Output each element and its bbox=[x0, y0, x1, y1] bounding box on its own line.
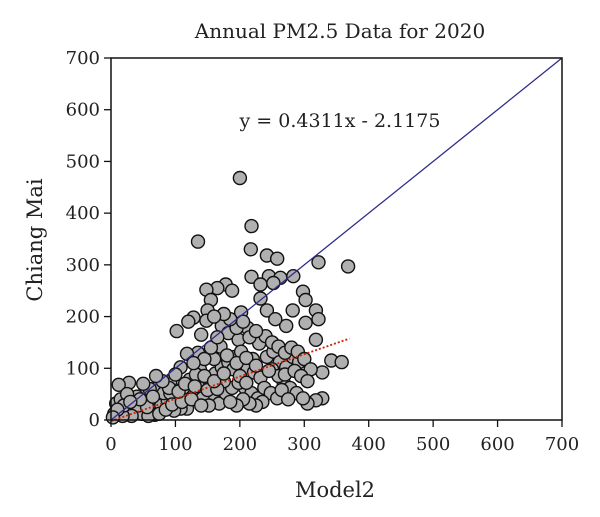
data-point bbox=[259, 303, 275, 318]
data-point bbox=[311, 255, 326, 270]
data-point bbox=[111, 377, 126, 392]
x-axis-label: Model2 bbox=[295, 478, 375, 502]
data-point bbox=[334, 354, 349, 370]
data-point bbox=[219, 348, 235, 363]
data-point bbox=[298, 292, 313, 308]
data-point bbox=[270, 251, 285, 266]
data-point bbox=[210, 330, 225, 345]
data-point bbox=[224, 283, 240, 298]
trendline-equation: y = 0.4311x - 2.1175 bbox=[239, 110, 441, 132]
y-tick-label: 400 bbox=[66, 203, 100, 224]
data-point bbox=[105, 410, 121, 425]
data-point bbox=[186, 355, 201, 371]
data-point bbox=[148, 368, 164, 384]
y-tick-label: 600 bbox=[66, 100, 100, 121]
data-point bbox=[285, 303, 300, 318]
y-ticks: 0 100 200 300 400 500 600 700 bbox=[66, 48, 111, 431]
data-point bbox=[135, 376, 151, 391]
chart-title: Annual PM2.5 Data for 2020 bbox=[194, 19, 485, 43]
data-point bbox=[300, 374, 315, 389]
data-point bbox=[190, 234, 206, 249]
data-point bbox=[281, 392, 296, 407]
data-point bbox=[203, 340, 219, 355]
data-point bbox=[216, 366, 232, 381]
x-tick-label: 700 bbox=[545, 434, 579, 455]
data-point bbox=[181, 314, 196, 329]
y-tick-label: 700 bbox=[66, 48, 100, 69]
data-point bbox=[222, 394, 238, 410]
lines-layer bbox=[110, 57, 563, 422]
data-point bbox=[239, 375, 254, 390]
data-point bbox=[298, 315, 313, 330]
data-point bbox=[145, 389, 161, 404]
data-point bbox=[308, 332, 324, 347]
data-point bbox=[206, 309, 222, 324]
plot-frame bbox=[110, 57, 563, 421]
data-point bbox=[340, 259, 356, 274]
data-point bbox=[268, 312, 283, 327]
data-point bbox=[193, 327, 209, 342]
data-point bbox=[248, 323, 264, 339]
x-ticks: 0 100 200 300 400 500 600 700 bbox=[105, 420, 579, 455]
data-point bbox=[243, 242, 259, 257]
x-tick-label: 0 bbox=[105, 434, 116, 455]
data-point bbox=[253, 291, 268, 306]
y-tick-label: 100 bbox=[66, 358, 100, 379]
x-tick-label: 100 bbox=[158, 434, 192, 455]
data-point bbox=[232, 170, 248, 186]
data-point bbox=[266, 275, 281, 291]
data-point bbox=[286, 269, 301, 284]
y-tick-label: 300 bbox=[66, 255, 100, 276]
data-point bbox=[261, 363, 277, 379]
data-point bbox=[169, 323, 184, 339]
data-point bbox=[311, 312, 326, 327]
data-point bbox=[193, 398, 209, 413]
data-point bbox=[244, 269, 259, 284]
x-tick-label: 200 bbox=[223, 434, 257, 455]
y-tick-label: 200 bbox=[66, 307, 100, 328]
data-point bbox=[279, 318, 294, 334]
data-point bbox=[239, 350, 254, 366]
data-point bbox=[295, 391, 311, 406]
y-axis-label: Chiang Mai bbox=[23, 178, 47, 301]
data-point bbox=[244, 218, 259, 234]
x-tick-label: 400 bbox=[352, 434, 386, 455]
data-point bbox=[235, 314, 251, 329]
y-tick-label: 500 bbox=[66, 151, 100, 172]
data-point bbox=[253, 277, 268, 292]
y-tick-label: 0 bbox=[89, 410, 100, 431]
identity-line bbox=[110, 57, 563, 421]
data-point bbox=[123, 394, 138, 410]
x-tick-label: 600 bbox=[480, 434, 514, 455]
points-layer bbox=[105, 170, 356, 425]
x-tick-label: 500 bbox=[416, 434, 450, 455]
x-tick-label: 300 bbox=[287, 434, 321, 455]
